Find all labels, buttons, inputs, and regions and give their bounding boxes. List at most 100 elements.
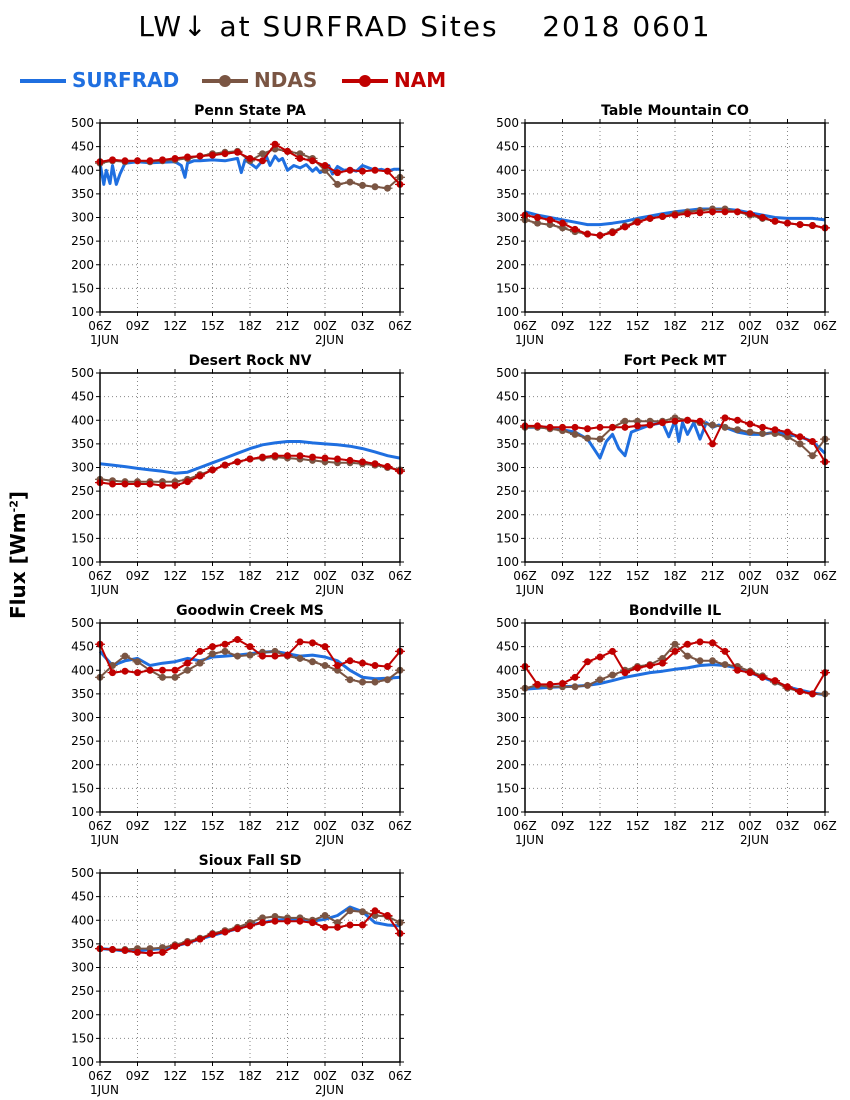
x-tick-label: 09Z [126, 569, 150, 583]
y-tick-label: 400 [71, 913, 94, 927]
plot-frame [524, 122, 826, 313]
x-tick-label: 09Z [551, 569, 575, 583]
y-tick-label: 150 [496, 781, 519, 795]
y-tick-label: 100 [496, 805, 519, 819]
y-tick-label: 350 [496, 687, 519, 701]
y-tick-label: 500 [71, 616, 94, 630]
panel-title: Desert Rock NV [189, 353, 312, 369]
x-tick-label: 03Z [351, 569, 375, 583]
y-tick-label: 300 [71, 711, 94, 725]
x-tick-label: 06Z [513, 569, 537, 583]
panel-title: Fort Peck MT [624, 353, 727, 369]
x-date-label: 1JUN [515, 833, 544, 847]
x-tick-label: 15Z [626, 319, 650, 333]
y-tick-label: 500 [496, 116, 519, 130]
x-tick-label: 06Z [388, 569, 412, 583]
y-tick-label: 350 [71, 937, 94, 951]
y-tick-label: 450 [71, 640, 94, 654]
y-tick-label: 250 [496, 234, 519, 248]
y-tick-label: 250 [71, 984, 94, 998]
y-tick-label: 150 [71, 1031, 94, 1045]
x-tick-label: 12Z [588, 569, 612, 583]
y-tick-label: 300 [71, 961, 94, 975]
x-tick-label: 03Z [776, 319, 800, 333]
y-tick-label: 100 [71, 805, 94, 819]
plot-frame [524, 622, 826, 813]
x-tick-label: 06Z [388, 819, 412, 833]
x-tick-label: 18Z [663, 569, 687, 583]
y-tick-label: 300 [496, 461, 519, 475]
y-tick-label: 150 [71, 281, 94, 295]
x-tick-label: 00Z [738, 319, 762, 333]
y-tick-label: 500 [496, 366, 519, 380]
panel-penn-state-pa: Penn State PA 100 150 200 250 300 350 400 450 500… [71, 103, 412, 347]
x-date-label: 2JUN [315, 333, 344, 347]
y-tick-label: 100 [71, 555, 94, 569]
x-tick-label: 03Z [776, 819, 800, 833]
y-tick-label: 350 [496, 187, 519, 201]
x-tick-label: 06Z [88, 569, 112, 583]
y-tick-label: 150 [71, 531, 94, 545]
x-tick-label: 06Z [388, 1069, 412, 1083]
x-tick-label: 21Z [701, 319, 725, 333]
y-tick-label: 450 [496, 390, 519, 404]
x-tick-label: 12Z [163, 569, 187, 583]
y-tick-label: 500 [71, 116, 94, 130]
y-tick-label: 200 [71, 1008, 94, 1022]
panel-desert-rock-nv: Desert Rock NV 100 150 200 250 300 350 400 450 50… [71, 353, 412, 597]
x-tick-label: 18Z [238, 569, 262, 583]
plot-frame [99, 622, 401, 813]
x-tick-label: 18Z [238, 319, 262, 333]
y-tick-label: 300 [496, 711, 519, 725]
x-tick-label: 12Z [588, 319, 612, 333]
y-tick-label: 250 [496, 734, 519, 748]
y-tick-label: 300 [71, 211, 94, 225]
y-tick-label: 400 [71, 663, 94, 677]
x-tick-label: 15Z [201, 1069, 225, 1083]
x-date-label: 2JUN [315, 833, 344, 847]
x-tick-label: 15Z [201, 319, 225, 333]
y-tick-label: 200 [71, 508, 94, 522]
x-tick-label: 00Z [313, 819, 337, 833]
x-tick-label: 03Z [351, 319, 375, 333]
y-tick-label: 350 [496, 437, 519, 451]
x-date-label: 1JUN [90, 833, 119, 847]
y-tick-label: 450 [71, 140, 94, 154]
y-tick-label: 400 [496, 413, 519, 427]
y-tick-label: 350 [71, 437, 94, 451]
x-tick-label: 21Z [276, 819, 300, 833]
plot-frame [524, 372, 826, 563]
x-tick-label: 06Z [513, 819, 537, 833]
y-tick-label: 300 [71, 461, 94, 475]
x-tick-label: 21Z [276, 569, 300, 583]
panel-title: Table Mountain CO [601, 103, 749, 119]
legend-swatch-surfrad [20, 79, 66, 83]
x-tick-label: 00Z [738, 819, 762, 833]
y-tick-label: 450 [496, 140, 519, 154]
y-tick-label: 200 [496, 258, 519, 272]
x-tick-label: 09Z [126, 1069, 150, 1083]
y-tick-label: 150 [496, 281, 519, 295]
panel-table-mountain-co: Table Mountain CO 100 150 200 250 300 350 400 45… [496, 103, 837, 347]
x-tick-label: 00Z [313, 569, 337, 583]
x-tick-label: 18Z [663, 319, 687, 333]
y-tick-label: 100 [496, 305, 519, 319]
series-line-surfrad [525, 418, 827, 460]
x-tick-label: 09Z [551, 819, 575, 833]
x-tick-label: 06Z [88, 819, 112, 833]
x-date-label: 1JUN [90, 333, 119, 347]
x-tick-label: 06Z [513, 319, 537, 333]
x-tick-label: 00Z [313, 1069, 337, 1083]
series-line-surfrad [99, 440, 401, 475]
x-tick-label: 18Z [238, 819, 262, 833]
x-tick-label: 15Z [626, 819, 650, 833]
x-tick-label: 12Z [163, 1069, 187, 1083]
panel-bondville-il: Bondville IL 100 150 200 250 300 350 400 450 500 0… [496, 603, 837, 847]
y-tick-label: 350 [71, 187, 94, 201]
panel-fort-peck-mt: Fort Peck MT 100 150 200 250 300 350 400 450 500 0… [496, 353, 837, 597]
y-tick-label: 450 [71, 390, 94, 404]
panel-title: Sioux Fall SD [199, 853, 302, 869]
x-tick-label: 00Z [313, 319, 337, 333]
y-tick-label: 250 [71, 484, 94, 498]
x-tick-label: 18Z [238, 1069, 262, 1083]
